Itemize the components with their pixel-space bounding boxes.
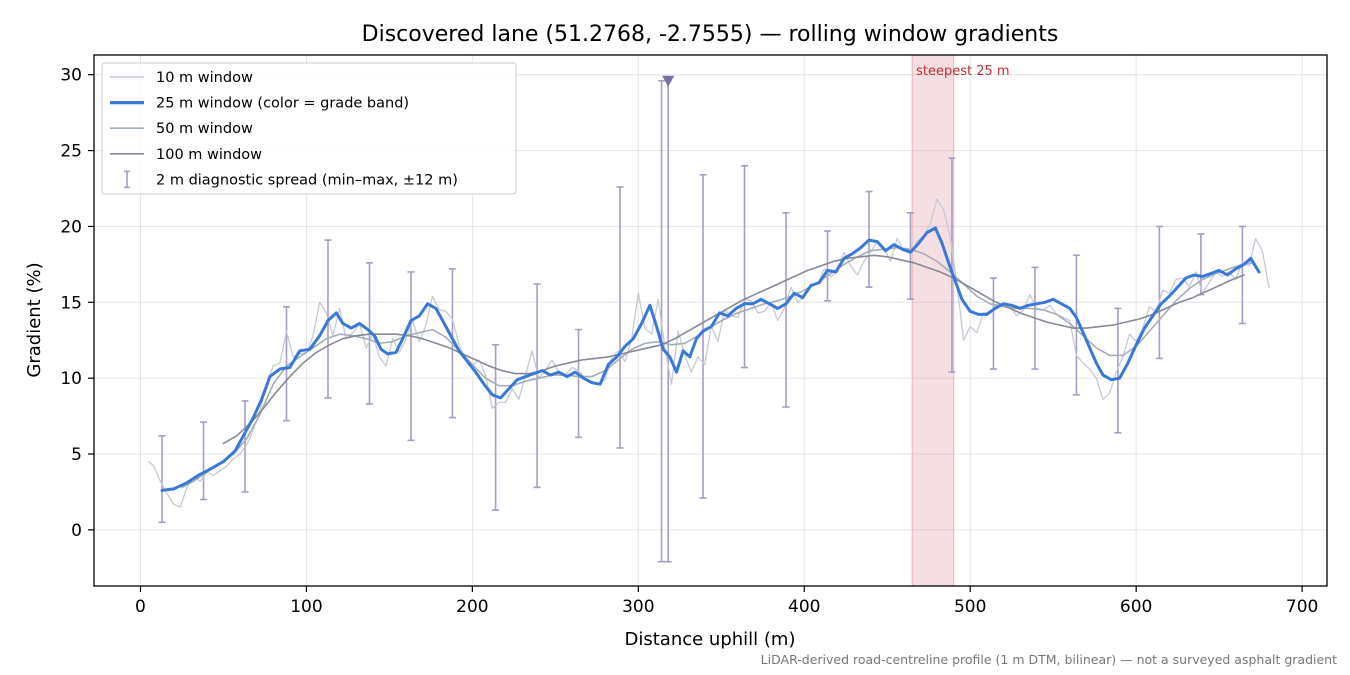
x-axis-label: Distance uphill (m) [625, 629, 796, 650]
x-tick-label: 500 [954, 597, 986, 617]
legend-item: 25 m window (color = grade band) [110, 96, 409, 112]
steepest-highlight: steepest 25 m [911, 54, 1010, 587]
spread-bar [492, 343, 500, 511]
legend-item: 2 m diagnostic spread (min–max, ±12 m) [124, 170, 458, 188]
steepest-band [911, 54, 955, 587]
spread-bar [575, 328, 583, 439]
spread-bar [200, 421, 208, 501]
spread-bar [741, 164, 749, 369]
y-tick-label: 5 [71, 445, 82, 465]
series-line-1 [160, 226, 1261, 492]
series-line-3 [222, 254, 1245, 445]
plot-frame [93, 54, 1328, 587]
spread-bar [533, 283, 541, 489]
spread-bar [823, 230, 831, 302]
spread-bar [1072, 254, 1080, 396]
x-tick-label: 400 [788, 597, 820, 617]
y-axis-label: Gradient (%) [24, 262, 45, 377]
legend-item: 10 m window [110, 70, 253, 86]
legend-frame [101, 62, 517, 195]
x-tick-label: 0 [135, 597, 146, 617]
legend-label: 100 m window [156, 147, 262, 163]
footnote: LiDAR-derived road-centreline profile (1… [761, 652, 1337, 667]
y-tick-label: 20 [60, 217, 82, 237]
x-tick-label: 100 [290, 597, 322, 617]
spread-bar [365, 262, 373, 405]
x-tick-label: 300 [622, 597, 654, 617]
y-tick-label: 0 [71, 521, 82, 541]
spread-bar [1114, 307, 1122, 434]
x-tick-label: 600 [1120, 597, 1152, 617]
series-lines [148, 198, 1270, 508]
spread-bar [782, 211, 790, 408]
y-tick-label: 25 [60, 142, 82, 162]
spread-marker-triangle [662, 75, 675, 87]
spread-bar [1197, 233, 1205, 296]
spread-bar [989, 277, 997, 370]
legend-label: 50 m window [156, 121, 253, 137]
y-axis-ticks: 0 5 10 15 20 25 30 [60, 66, 94, 541]
spread-bar [616, 186, 624, 449]
spread-bar [699, 174, 707, 499]
spread-bar [283, 306, 291, 422]
x-tick-label: 700 [1286, 597, 1318, 617]
series-line-2 [181, 246, 1254, 489]
series-line-0 [148, 198, 1270, 508]
x-tick-label: 200 [456, 597, 488, 617]
legend-label: 25 m window (color = grade band) [156, 96, 409, 112]
y-tick-label: 10 [60, 369, 82, 389]
legend-label: 2 m diagnostic spread (min–max, ±12 m) [156, 172, 458, 188]
steepest-label: steepest 25 m [916, 64, 1009, 79]
spread-bar [407, 271, 415, 442]
spread-bar [664, 79, 672, 563]
y-tick-label: 30 [60, 66, 82, 86]
chart-title: Discovered lane (51.2768, -2.7555) — rol… [362, 22, 1059, 47]
x-axis-ticks: 0 100 200 300 400 500 600 700 [135, 586, 1318, 617]
spread-bar [1155, 225, 1163, 360]
spread-marker [662, 75, 675, 87]
y-tick-label: 15 [60, 293, 82, 313]
legend-item: 100 m window [110, 147, 262, 163]
legend-item: 50 m window [110, 121, 253, 137]
spread-bar [158, 435, 166, 524]
spread-bar [906, 211, 914, 301]
legend-label: 10 m window [156, 70, 253, 86]
spread-bar [948, 157, 956, 373]
legend: 10 m window 25 m window (color = grade ba… [101, 62, 517, 195]
